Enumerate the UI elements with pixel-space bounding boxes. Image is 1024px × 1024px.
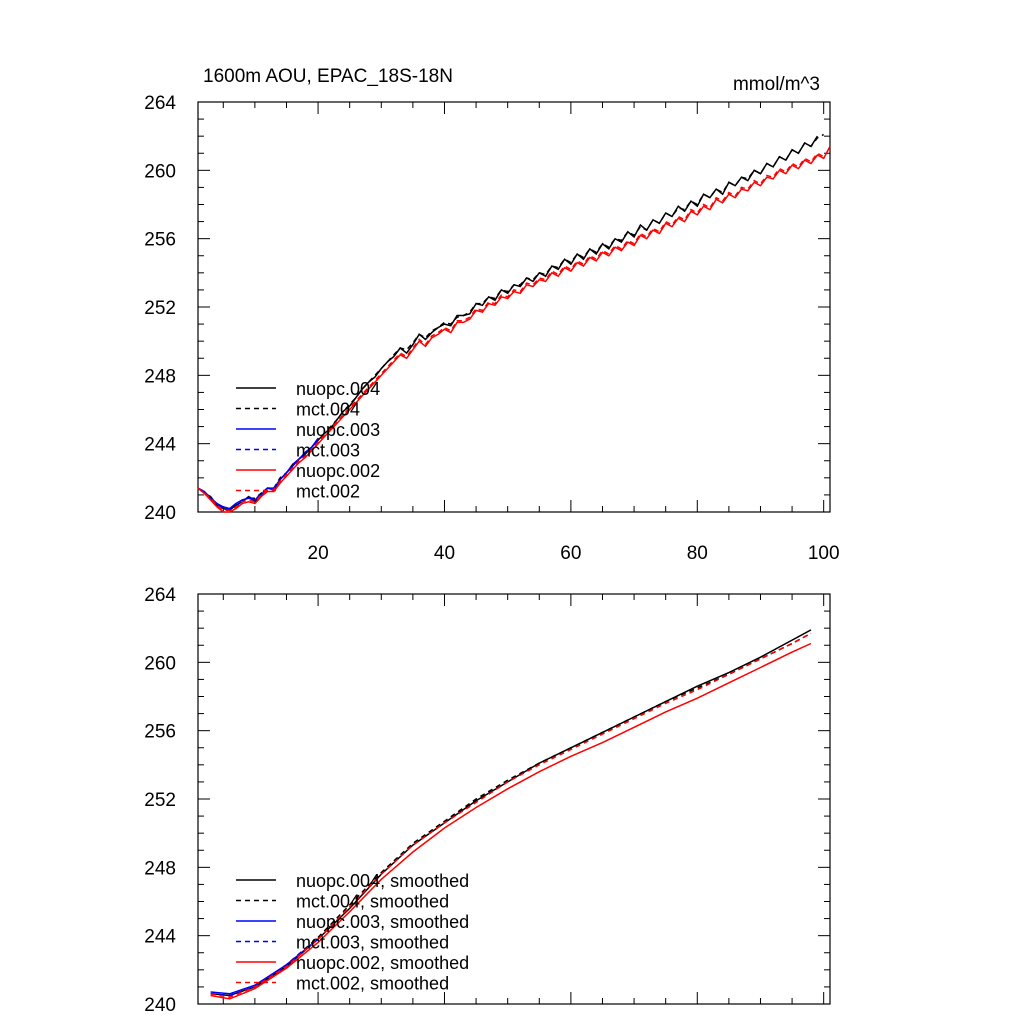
y-tick-label: 256 xyxy=(144,722,176,743)
top-panel: 240 244 248 252 256 260 264 20 40 60 80 100 nuopc.00… xyxy=(144,93,839,564)
x-tick-label: 20 xyxy=(308,543,329,564)
chart-title: 1600m AOU, EPAC_18S-18N xyxy=(203,66,453,87)
legend-label: nuopc.003, smoothed xyxy=(296,912,469,932)
legend-label: nuopc.004, smoothed xyxy=(296,871,469,891)
series-line-mct-004-smoothed xyxy=(210,632,812,997)
x-tick-label: 40 xyxy=(434,543,455,564)
y-tick-label: 252 xyxy=(144,790,176,811)
y-tick-label: 260 xyxy=(144,161,176,182)
series-line-nuopc-004 xyxy=(197,135,819,512)
series-line-mct-003 xyxy=(197,439,319,510)
y-tick-label: 264 xyxy=(144,93,176,114)
units-label: mmol/m^3 xyxy=(733,74,820,95)
y-tick-label: 248 xyxy=(144,858,176,879)
plot-frame xyxy=(197,101,831,513)
bottom-panel: 240 244 248 252 256 260 264 nuopc.004, smoothed… xyxy=(144,585,831,1016)
legend-label: mct.004, smoothed xyxy=(296,892,449,912)
y-tick-label: 256 xyxy=(144,230,176,251)
plot-frame xyxy=(197,593,831,1005)
legend-label: mct.003, smoothed xyxy=(296,933,449,953)
y-tick-label: 244 xyxy=(144,927,176,948)
legend-label: mct.002, smoothed xyxy=(296,974,449,994)
x-tick-label: 60 xyxy=(560,543,581,564)
series-line-nuopc-003-smoothed xyxy=(210,938,319,995)
legend-label: mct.003 xyxy=(296,441,360,461)
legend-label: mct.004 xyxy=(296,400,360,420)
series-line-mct-002-smoothed xyxy=(210,632,812,998)
y-tick-label: 244 xyxy=(144,435,176,456)
legend-label: nuopc.002 xyxy=(296,461,380,481)
legend-label: nuopc.002, smoothed xyxy=(296,953,469,973)
series-line-nuopc-002-smoothed xyxy=(210,642,812,1000)
y-tick-label: 260 xyxy=(144,653,176,674)
y-tick-label: 264 xyxy=(144,585,176,606)
y-tick-label: 252 xyxy=(144,298,176,319)
x-tick-label: 100 xyxy=(808,543,840,564)
y-tick-label: 240 xyxy=(144,995,176,1016)
legend-label: mct.002 xyxy=(296,482,360,502)
series-line-nuopc-002 xyxy=(197,146,831,513)
series-line-mct-002 xyxy=(197,152,825,512)
x-tick-label: 80 xyxy=(687,543,708,564)
legend-label: nuopc.004 xyxy=(296,379,380,399)
y-tick-label: 240 xyxy=(144,503,176,524)
y-tick-label: 248 xyxy=(144,366,176,387)
series-line-mct-004 xyxy=(197,133,825,510)
legend-label: nuopc.003 xyxy=(296,420,380,440)
